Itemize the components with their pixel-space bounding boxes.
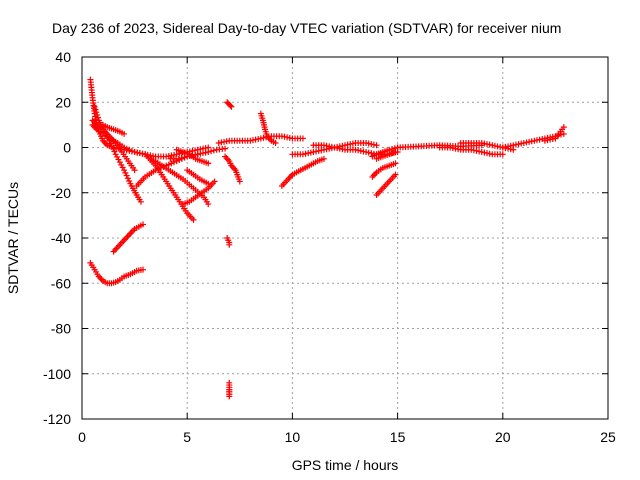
data-point [392, 171, 399, 178]
series-arc-aa [373, 171, 399, 199]
data-point [111, 148, 118, 155]
y-tick-label: -80 [51, 321, 71, 337]
data-point [320, 155, 327, 162]
y-tick-marks [82, 56, 608, 420]
series-arc-d [110, 221, 147, 255]
data-point [227, 102, 234, 109]
grid-lines [82, 57, 608, 419]
x-tick-label: 25 [600, 429, 616, 445]
series-arc-t [257, 110, 279, 146]
y-tick-label: -100 [43, 366, 71, 382]
series-arc-m [184, 167, 212, 187]
data-point [560, 130, 567, 137]
y-tick-label: -20 [51, 185, 71, 201]
data-point [168, 160, 175, 167]
x-tick-label: 15 [390, 429, 406, 445]
series-arc-o [222, 153, 243, 185]
data-point [560, 124, 567, 131]
data-point [121, 144, 128, 151]
data-point [299, 135, 306, 142]
data-point [272, 139, 279, 146]
data-point [140, 221, 147, 228]
data-point [94, 111, 101, 118]
data-point [140, 266, 147, 273]
data-point [165, 161, 172, 168]
data-point [93, 109, 100, 116]
data-point [222, 145, 229, 152]
data-point [499, 151, 506, 158]
series-arc-p [226, 379, 233, 400]
y-tick-labels: -120 -100 -80 -60 -40 -20 0 20 40 [43, 49, 71, 427]
data-point [388, 146, 395, 153]
data-point [205, 160, 212, 167]
chart-title: Day 236 of 2023, Sidereal Day-to-day VTE… [52, 20, 561, 36]
x-tick-label: 5 [183, 429, 191, 445]
x-tick-marks [81, 57, 609, 419]
data-point [181, 154, 188, 161]
data-point [121, 167, 128, 174]
data-point [91, 103, 98, 110]
data-point [126, 146, 133, 153]
data-point [226, 386, 233, 393]
data-point [226, 241, 233, 248]
x-axis-title: GPS time / hours [292, 457, 399, 473]
data-point [121, 130, 128, 137]
series-arc-e [87, 259, 147, 287]
data-points [87, 76, 567, 400]
series-arc-n [179, 178, 218, 208]
data-point [228, 103, 235, 110]
data-point [392, 160, 399, 167]
data-point [208, 148, 215, 155]
data-point [211, 178, 218, 185]
data-point [178, 155, 185, 162]
series-arc-af [541, 124, 567, 144]
data-point [124, 175, 131, 182]
series-arc-q [224, 235, 233, 248]
data-point [107, 140, 114, 147]
data-point [190, 216, 197, 223]
y-tick-label: -40 [51, 230, 71, 246]
series-arc-u [278, 155, 327, 189]
x-tick-labels: 0 5 10 15 20 25 [78, 429, 616, 445]
series-arc-r [224, 99, 235, 110]
data-point [236, 178, 243, 185]
series-arc-f [89, 117, 138, 174]
data-point [175, 155, 182, 162]
data-point [137, 198, 144, 205]
x-tick-label: 10 [285, 429, 301, 445]
data-point [110, 145, 117, 152]
y-axis-title: SDTVAR / TECUs [5, 182, 21, 294]
y-tick-label: 40 [55, 49, 71, 65]
data-point [373, 142, 380, 149]
data-point [94, 114, 101, 121]
data-point [391, 145, 398, 152]
data-point [171, 159, 178, 166]
data-point [131, 167, 138, 174]
y-tick-label: 20 [55, 94, 71, 110]
y-tick-label: -60 [51, 275, 71, 291]
data-point [205, 201, 212, 208]
y-tick-label: 0 [63, 140, 71, 156]
x-tick-label: 0 [78, 429, 86, 445]
data-point [92, 106, 99, 113]
series-arc-ad [457, 139, 517, 153]
data-point [126, 177, 133, 184]
series-arc-z [369, 160, 399, 180]
data-point [128, 147, 135, 154]
series-arc-y [373, 149, 399, 162]
x-tick-label: 20 [495, 429, 511, 445]
series-arc-l [173, 146, 212, 167]
y-tick-label: -120 [43, 411, 71, 427]
data-point [210, 147, 217, 154]
data-point [205, 149, 212, 156]
series-arc-g [100, 121, 128, 137]
data-point [122, 169, 129, 176]
data-point [123, 172, 130, 179]
data-point [392, 149, 399, 156]
data-point [108, 143, 115, 150]
data-point [123, 145, 130, 152]
series-arc-ac [436, 144, 506, 158]
